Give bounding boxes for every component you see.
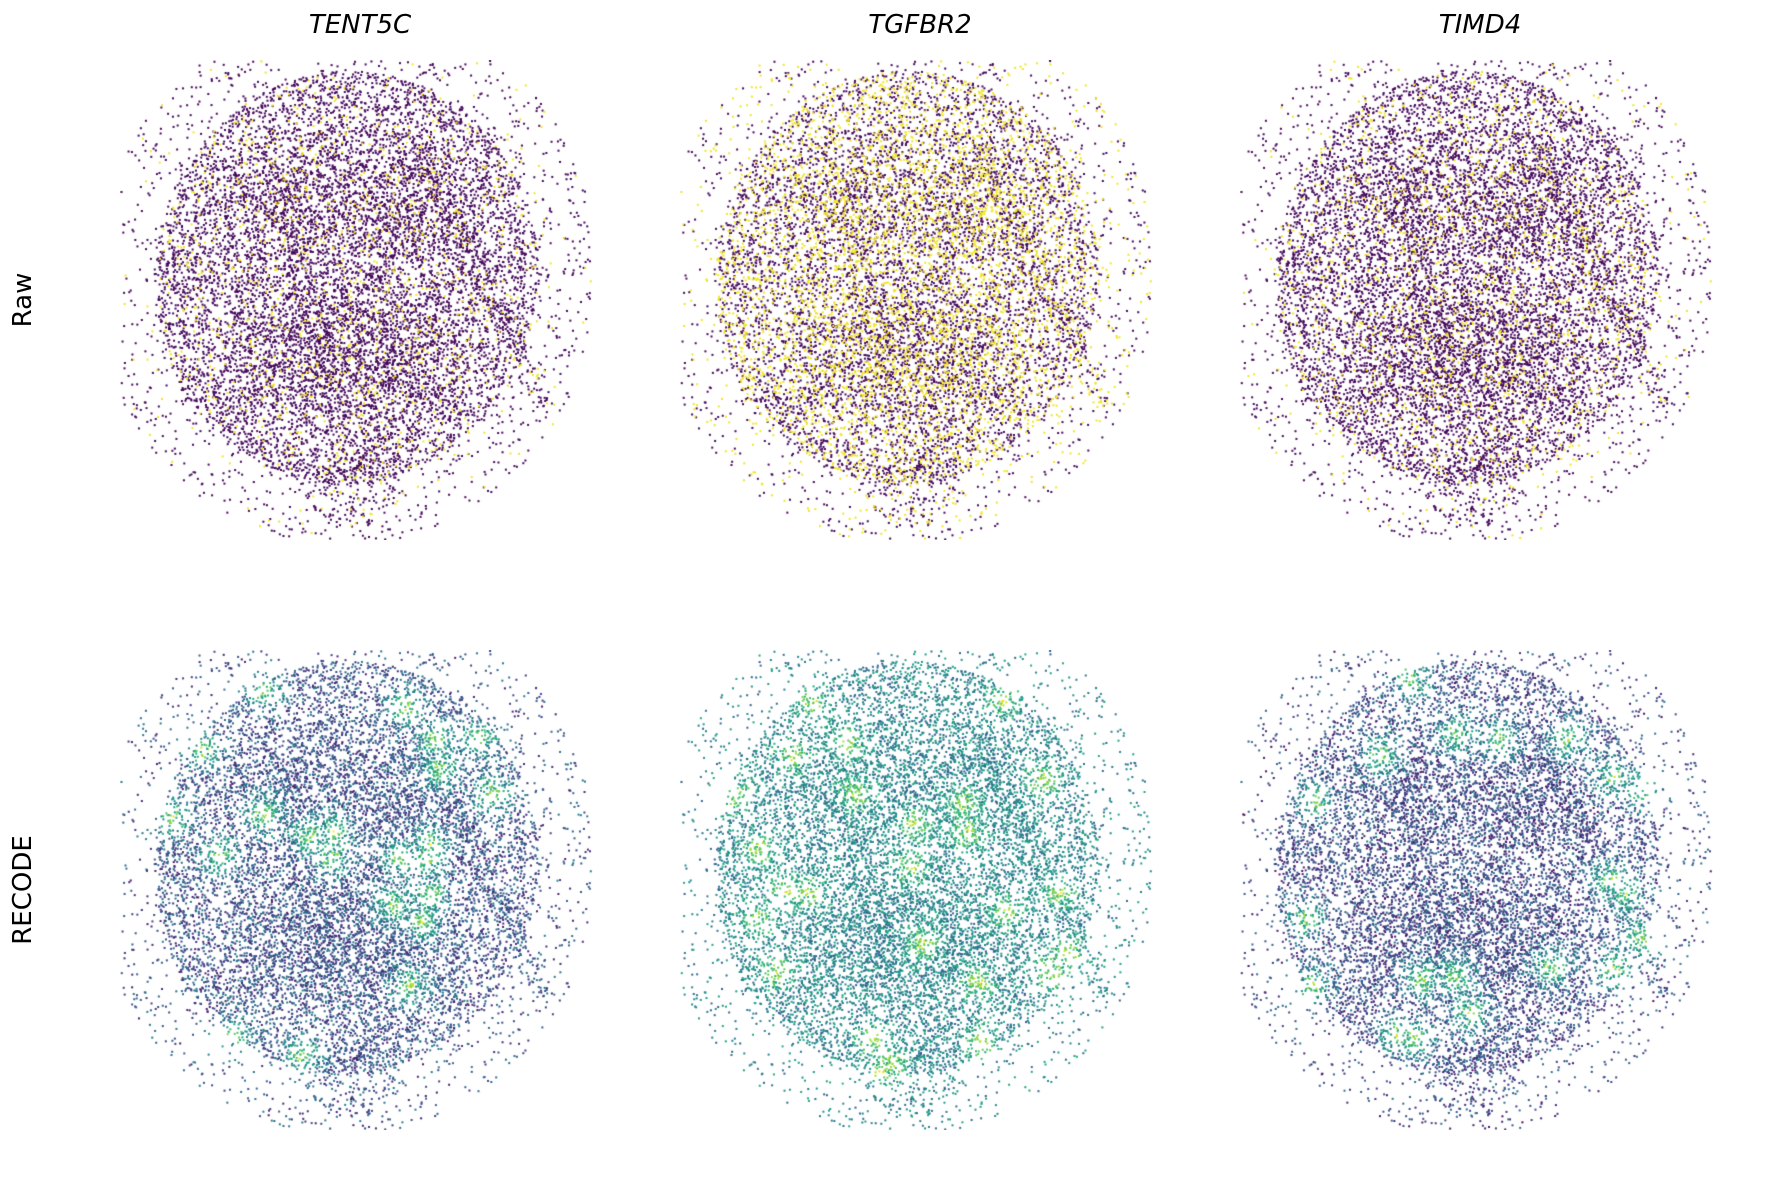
panel-recode-tent5c [120, 650, 600, 1130]
scatter-canvas [120, 60, 600, 540]
panel-recode-tgfbr2 [680, 650, 1160, 1130]
panel-raw-timd4 [1240, 60, 1720, 540]
panel-raw-tgfbr2 [680, 60, 1160, 540]
scatter-canvas [120, 650, 600, 1130]
scatter-canvas [1240, 60, 1720, 540]
col-title-2: TIMD4 [1240, 10, 1720, 40]
scatter-canvas [680, 650, 1160, 1130]
col-title-1: TGFBR2 [680, 10, 1160, 40]
row-title-0: Raw [8, 60, 38, 540]
panel-raw-tent5c [120, 60, 600, 540]
col-title-0: TENT5C [120, 10, 600, 40]
scatter-canvas [680, 60, 1160, 540]
row-title-1: RECODE [8, 650, 38, 1130]
scatter-canvas [1240, 650, 1720, 1130]
panel-recode-timd4 [1240, 650, 1720, 1130]
figure: TENT5C TGFBR2 TIMD4 Raw RECODE [0, 0, 1789, 1190]
